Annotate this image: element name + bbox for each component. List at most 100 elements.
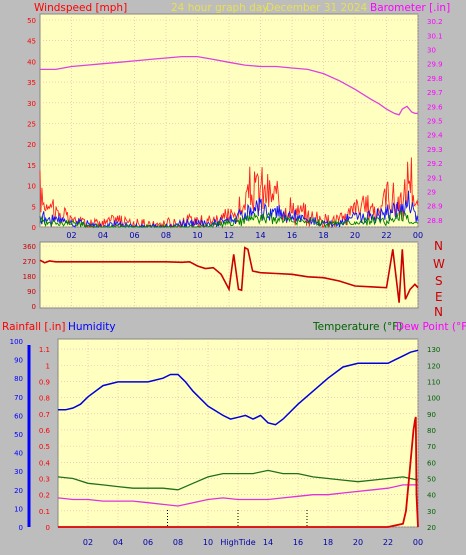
direction-ticks: 0 90 180 270 360 [23,243,36,311]
barometer-tick-label-12: 30 [427,47,436,55]
wind-tick-label-9: 45 [27,38,36,46]
rainfall-tick-label-7: 0.7 [39,411,50,419]
rain-x-tick-label-2: 06 [143,538,153,547]
direction-tick-label-4: 360 [23,243,36,251]
dewpoint-axis-title: Dew Point (°F) [396,321,466,333]
humidity-tick-label-1: 10 [14,505,23,513]
rainfall-tick-label-4: 0.4 [39,459,51,467]
barometer-tick-label-11: 29.9 [427,61,443,69]
wind-tick-label-0: 0 [32,224,36,232]
windspeed-axis-title: Windspeed [mph] [34,2,127,14]
wind-x-tick-label-2: 06 [129,231,139,240]
wind-tick-label-4: 20 [27,141,36,149]
rain-x-tick-label-11: 00 [413,538,423,547]
temperature-tick-label-6: 80 [427,427,436,435]
wind-tick-label-8: 40 [27,58,36,66]
humidity-axis-title: Humidity [68,321,116,333]
rainfall-tick-label-9: 0.9 [39,378,50,386]
barometer-tick-label-3: 29.1 [427,174,443,182]
humidity-tick-label-9: 90 [14,357,23,365]
rainfall-tick-label-10: 1 [46,362,50,370]
rainfall-tick-label-6: 0.6 [39,427,51,435]
wind-gust-series [39,157,419,229]
rain-x-tick-label-0: 02 [83,538,93,547]
dewpoint-series [57,484,418,507]
direction-tick-label-3: 270 [23,258,36,266]
humidity-tick-label-5: 50 [14,431,23,439]
wind-tick-label-7: 35 [27,79,36,87]
rain-x-tick-label-9: 20 [353,538,363,547]
temperature-tick-label-7: 90 [427,411,436,419]
barometer-tick-label-6: 29.4 [427,132,443,140]
humidity-series [58,349,419,426]
barometer-tick-label-14: 30.2 [427,18,443,26]
barometer-tick-label-1: 28.9 [427,203,443,211]
wind-x-tick-label-3: 08 [161,231,171,240]
humidity-tick-label-2: 20 [14,487,23,495]
compass-letter-e: E [435,290,443,304]
temperature-tick-label-11: 130 [427,346,440,354]
wind-x-tick-label-5: 12 [224,231,234,240]
rainfall-tick-label-5: 0.5 [39,443,50,451]
wind-x-tick-label-7: 16 [287,231,297,240]
wind-x-tick-label-6: 14 [255,231,265,240]
rain-panel-x-ticks: 02 04 06 08 10 14 16 18 20 22 00 HighTide [83,510,423,547]
graph-date-label: December 31 2024 [266,2,368,14]
rain-x-tick-label-6: 14 [263,538,273,547]
humidity-tick-label-4: 40 [14,450,23,458]
graph-period-label: 24 hour graph day [171,2,268,14]
humidity-tick-label-7: 70 [14,394,23,402]
compass-letters: N W S E N [433,239,445,319]
compass-letter-s: S [435,274,443,288]
temperature-series [57,469,419,491]
wind-panel-series [39,55,419,229]
humidity-ticks: 0 10 20 30 40 50 60 70 80 90 100 [10,338,23,532]
wind-panel-background [39,13,419,228]
wind-speed-ticks: 0 5 10 15 20 25 30 35 40 45 50 [27,17,36,232]
rain-x-tick-label-4: 10 [203,538,213,547]
wind-x-tick-label-1: 04 [98,231,108,240]
humidity-tick-label-3: 30 [14,468,23,476]
wind-x-tick-label-10: 22 [381,231,391,240]
compass-letter-w: W [433,257,445,271]
rainfall-tick-label-0: 0 [46,524,50,532]
temperature-tick-label-0: 20 [427,524,436,532]
barometer-tick-label-10: 29.8 [427,75,443,83]
compass-letter-n-top: N [434,239,443,253]
rainfall-axis-title: Rainfall [.in] [2,321,65,333]
rain-panel-series [57,349,419,528]
barometer-tick-label-8: 29.6 [427,103,443,111]
rain-x-tick-label-8: 18 [323,538,333,547]
wind-x-tick-label-0: 02 [66,231,76,240]
barometer-tick-label-2: 29 [427,189,436,197]
barometer-tick-label-13: 30.1 [427,32,443,40]
temperature-axis-title: Temperature (°F) [312,321,402,333]
barometer-ticks: 28.8 28.9 29 29.1 29.2 29.3 29.4 29.5 29.6 29.7 29… [427,18,443,225]
barometer-axis-title: Barometer [.in] [370,2,450,14]
humidity-tick-label-8: 80 [14,375,23,383]
rainfall-tick-label-8: 0.8 [39,395,50,403]
barometer-tick-label-7: 29.5 [427,118,443,126]
temperature-tick-label-4: 60 [427,459,436,467]
wind-panel-x-ticks: 02 04 06 08 10 12 14 16 18 20 22 00 [66,231,423,240]
direction-tick-label-1: 90 [27,288,36,296]
rain-x-tick-label-7: 16 [293,538,303,547]
wind-speed-series [39,210,419,229]
wind-x-tick-label-4: 10 [192,231,202,240]
temperature-tick-label-1: 30 [427,508,436,516]
temperature-tick-label-9: 110 [427,378,440,386]
temperature-tick-label-10: 120 [427,362,440,370]
barometer-tick-label-9: 29.7 [427,89,443,97]
high-tide-label: HighTide [220,538,255,547]
rain-x-tick-label-3: 08 [173,538,183,547]
wind-tick-label-10: 50 [27,17,36,25]
rainfall-tick-label-2: 0.2 [39,492,50,500]
rainfall-tick-label-3: 0.3 [39,475,50,483]
wind-tick-label-5: 25 [27,121,36,129]
barometer-tick-label-4: 29.2 [427,160,443,168]
rain-x-tick-label-10: 22 [383,538,393,547]
temperature-tick-label-3: 50 [427,475,436,483]
wind-tick-label-6: 30 [27,100,36,108]
temperature-tick-label-2: 40 [427,492,436,500]
